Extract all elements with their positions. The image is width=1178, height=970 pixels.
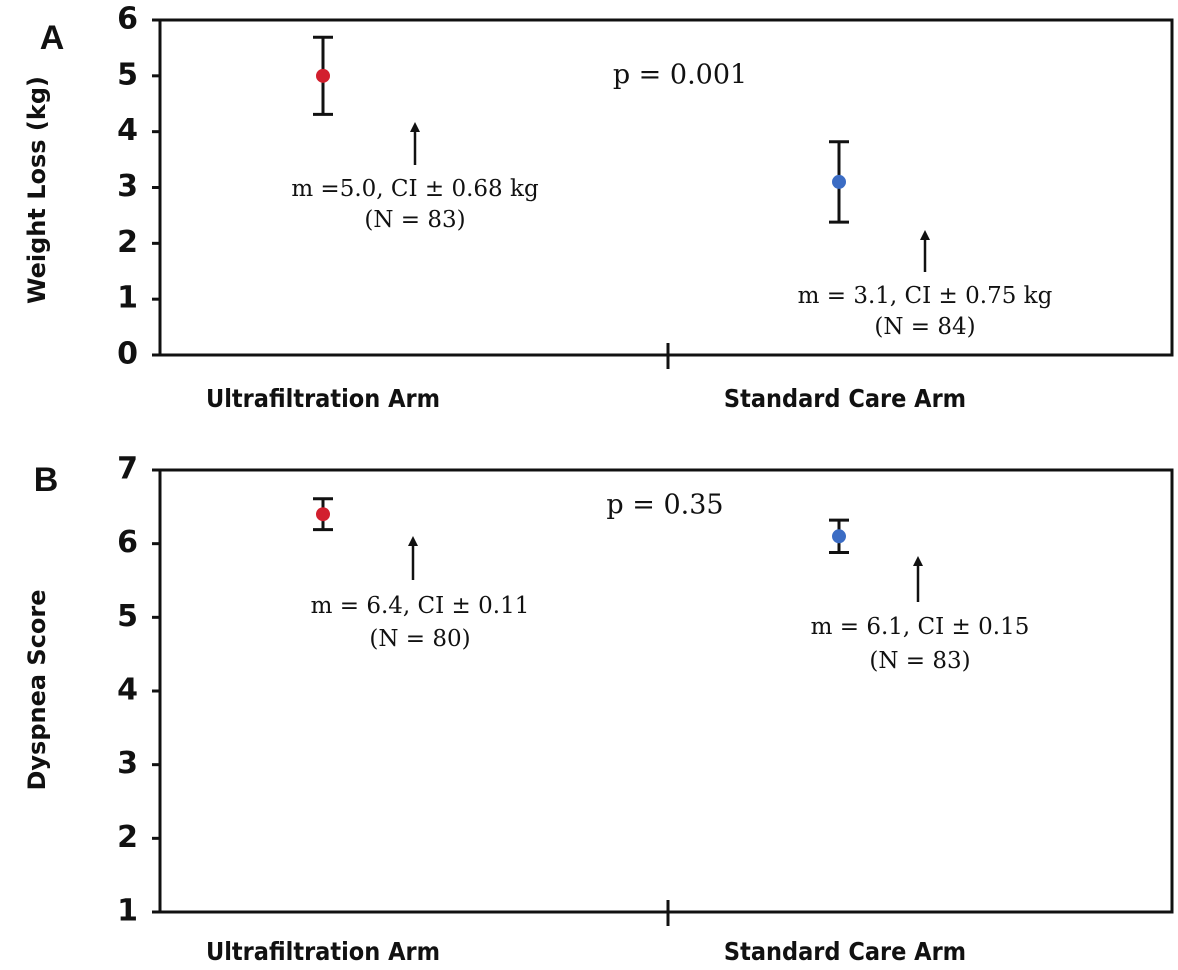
x-tick-label: Standard Care Arm — [724, 384, 966, 413]
annotation: p = 0.001 — [613, 60, 747, 91]
annotation: m = 3.1, CI ± 0.75 kg — [798, 283, 1053, 309]
annotation: (N = 83) — [869, 648, 970, 674]
annotation: m = 6.4, CI ± 0.11 — [311, 593, 530, 619]
annotation: (N = 83) — [364, 207, 465, 233]
point — [316, 68, 330, 83]
panel-label: B — [34, 461, 59, 499]
y-tick-label: 1 — [117, 894, 138, 929]
y-tick-label: 1 — [117, 281, 138, 316]
y-tick-label: 6 — [117, 525, 138, 560]
annotation: (N = 84) — [874, 314, 975, 340]
y-tick-label: 4 — [117, 113, 138, 148]
arrow-head — [913, 556, 923, 566]
arrow-head — [408, 536, 418, 546]
annotation: p = 0.35 — [606, 490, 723, 521]
y-tick-label: 0 — [117, 337, 138, 372]
annotation: (N = 80) — [369, 626, 470, 652]
y-axis-title: Dyspnea Score — [23, 589, 51, 790]
plot-frame — [158, 468, 1174, 914]
y-tick-label: 2 — [117, 225, 138, 260]
y-tick-label: 5 — [117, 57, 138, 92]
point — [832, 529, 846, 544]
y-tick-label: 6 — [117, 2, 138, 37]
x-tick-label: Standard Care Arm — [724, 937, 966, 966]
annotation: m =5.0, CI ± 0.68 kg — [291, 176, 539, 202]
point — [316, 507, 330, 522]
y-tick-label: 7 — [117, 452, 138, 487]
point — [832, 174, 846, 189]
y-tick-label: 3 — [117, 746, 138, 781]
annotation: m = 6.1, CI ± 0.15 — [811, 614, 1030, 640]
y-tick-label: 2 — [117, 820, 138, 855]
panel-label: A — [40, 19, 65, 57]
y-tick-label: 5 — [117, 599, 138, 634]
y-tick-label: 3 — [117, 169, 138, 204]
x-tick-label: Ultrafiltration Arm — [206, 384, 440, 413]
arrow-head — [920, 230, 930, 240]
arrow-head — [410, 122, 420, 132]
y-tick-label: 4 — [117, 673, 138, 708]
y-axis-title: Weight Loss (kg) — [23, 76, 51, 304]
x-tick-label: Ultrafiltration Arm — [206, 937, 440, 966]
